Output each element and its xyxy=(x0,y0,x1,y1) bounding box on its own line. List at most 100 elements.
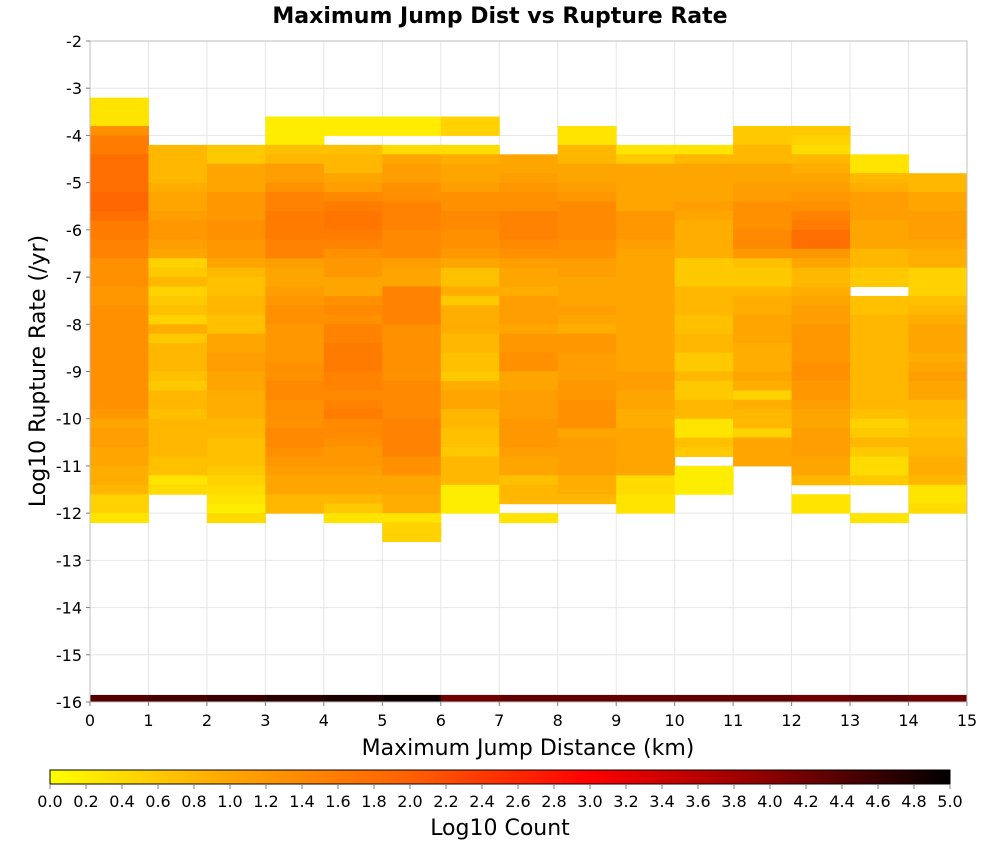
heatmap-cell xyxy=(148,192,208,203)
heatmap-cell xyxy=(791,409,851,420)
colorbar-tick-label: 5.0 xyxy=(937,792,962,811)
heatmap-cell xyxy=(557,248,617,259)
heatmap-cell xyxy=(908,399,968,410)
heatmap-cell xyxy=(90,694,149,702)
heatmap-cell xyxy=(323,371,383,382)
heatmap-cell xyxy=(850,192,910,203)
heatmap-cell xyxy=(90,513,149,524)
heatmap-cell xyxy=(440,239,500,250)
heatmap-cell xyxy=(265,154,325,165)
heatmap-cell xyxy=(733,239,793,250)
colorbar-tick-label: 2.8 xyxy=(541,792,566,811)
heatmap-cell xyxy=(382,220,442,231)
colorbar-tick-label: 4.6 xyxy=(865,792,890,811)
heatmap-cell xyxy=(850,456,910,467)
heatmap-cell xyxy=(499,286,559,297)
heatmap-cell xyxy=(265,192,325,203)
heatmap-cell xyxy=(206,305,266,316)
heatmap-cell xyxy=(557,182,617,193)
heatmap-cell xyxy=(850,267,910,278)
heatmap-cell xyxy=(440,258,500,269)
heatmap-cell xyxy=(265,456,325,467)
heatmap-cell xyxy=(674,352,734,363)
heatmap-cell xyxy=(265,362,325,372)
heatmap-cell xyxy=(206,456,266,467)
heatmap-cell xyxy=(440,447,500,457)
heatmap-cell xyxy=(733,447,793,457)
heatmap-cell xyxy=(850,239,910,250)
heatmap-cell xyxy=(265,286,325,297)
heatmap-cell xyxy=(206,324,266,335)
colorbar-tick-label: 4.2 xyxy=(793,792,818,811)
heatmap-cell xyxy=(850,163,910,174)
heatmap-cell xyxy=(499,418,559,429)
x-tick-label: 5 xyxy=(377,711,387,730)
heatmap-cell xyxy=(908,295,968,306)
heatmap-cell xyxy=(791,163,851,174)
colorbar-ticks: 0.0 0.2 0.4 0.6 0.8 1.0 1.2 1.4 1.6 1.8 2.0 2.2 2.4 2… xyxy=(37,784,963,811)
heatmap-cell xyxy=(674,314,734,325)
heatmap-cell xyxy=(323,513,383,524)
heatmap-cell xyxy=(908,475,968,486)
heatmap-cell xyxy=(499,173,559,184)
heatmap-cell xyxy=(674,694,734,702)
heatmap-cell xyxy=(440,210,500,221)
heatmap-cell xyxy=(616,144,676,155)
y-tick-label: -8 xyxy=(66,315,82,334)
heatmap-cell xyxy=(733,362,793,372)
heatmap-cell xyxy=(382,371,442,382)
heatmap-cell xyxy=(557,399,617,410)
x-tick-label: 6 xyxy=(436,711,446,730)
heatmap-cell xyxy=(616,456,676,467)
x-tick-label: 9 xyxy=(611,711,621,730)
heatmap-cell xyxy=(557,494,617,505)
heatmap-cell xyxy=(148,447,208,457)
heatmap-cell xyxy=(323,258,383,269)
y-tick-label: -11 xyxy=(56,457,82,476)
heatmap-cell xyxy=(499,239,559,250)
x-tick-label: 14 xyxy=(898,711,918,730)
heatmap-cell xyxy=(382,267,442,278)
heatmap-cell xyxy=(440,418,500,429)
heatmap-cell xyxy=(440,163,500,174)
heatmap-cell xyxy=(148,437,208,448)
heatmap-cell xyxy=(850,229,910,240)
colorbar-tick-label: 4.4 xyxy=(829,792,854,811)
heatmap-cell xyxy=(850,258,910,269)
heatmap-cell xyxy=(323,286,383,297)
heatmap-cell xyxy=(674,248,734,259)
heatmap-cell xyxy=(90,380,149,391)
heatmap-cell xyxy=(440,456,500,467)
heatmap-cell xyxy=(265,484,325,495)
heatmap-cell xyxy=(791,694,851,702)
heatmap-cell xyxy=(499,390,559,401)
heatmap-cell xyxy=(733,694,793,702)
x-tick-label: 3 xyxy=(260,711,270,730)
heatmap-cell xyxy=(850,248,910,259)
heatmap-cell xyxy=(323,465,383,476)
heatmap-cell xyxy=(791,192,851,203)
heatmap-cell xyxy=(616,173,676,184)
heatmap-cell xyxy=(382,352,442,363)
heatmap-cell xyxy=(499,456,559,467)
heatmap-cell xyxy=(616,399,676,410)
heatmap-cell xyxy=(557,447,617,457)
heatmap-cell xyxy=(440,371,500,382)
heatmap-cell xyxy=(206,267,266,278)
heatmap-cell xyxy=(499,163,559,174)
heatmap-cell xyxy=(674,144,734,155)
heatmap-cell xyxy=(557,437,617,448)
heatmap-cell xyxy=(557,220,617,231)
heatmap-cell xyxy=(265,428,325,439)
chart-title: Maximum Jump Dist vs Rupture Rate xyxy=(272,4,727,29)
heatmap-cell xyxy=(382,409,442,420)
heatmap-cell xyxy=(674,390,734,401)
heatmap-cell xyxy=(323,154,383,165)
heatmap-cell xyxy=(382,286,442,297)
heatmap-cell xyxy=(850,314,910,325)
heatmap-cell xyxy=(557,192,617,203)
heatmap-cell xyxy=(499,201,559,212)
heatmap-cell xyxy=(90,333,149,344)
heatmap-cell xyxy=(674,182,734,193)
heatmap-cell xyxy=(90,475,149,486)
